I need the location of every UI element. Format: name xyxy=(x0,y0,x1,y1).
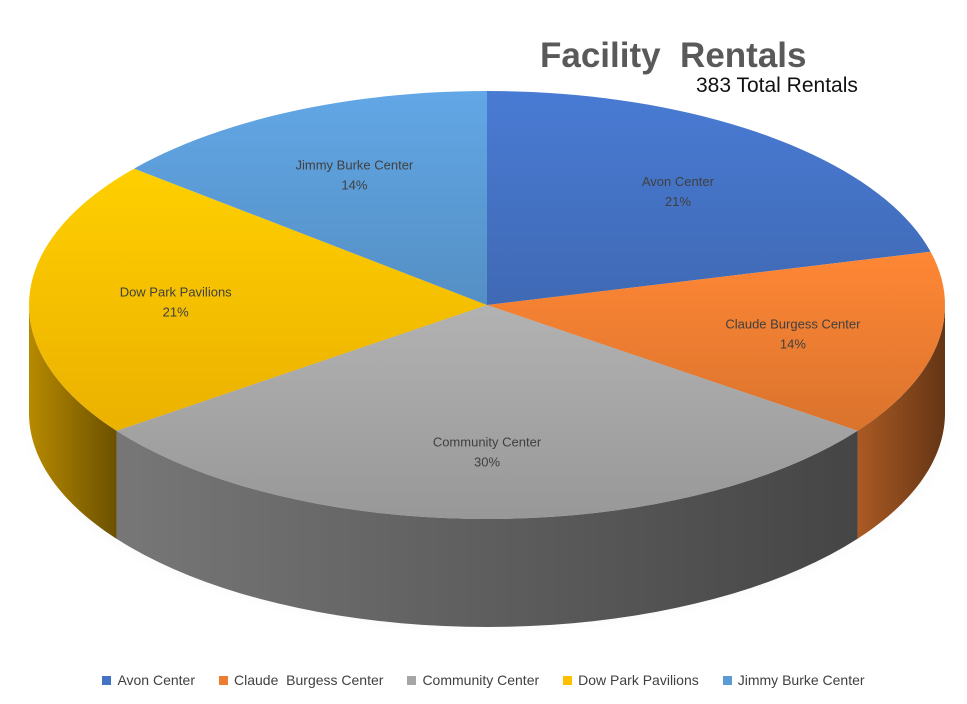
legend-label: Claude Burgess Center xyxy=(234,672,384,688)
slice-name-label: Jimmy Burke Center xyxy=(296,157,414,172)
slice-percent-label: 14% xyxy=(780,336,806,351)
legend-label: Jimmy Burke Center xyxy=(737,672,865,688)
slice-percent-label: 30% xyxy=(474,455,500,470)
slice-labels: Avon Center 21% Claude Burgess Center 14% Co… xyxy=(120,157,861,469)
slice-jimmy-burke-center xyxy=(134,91,487,305)
slice-name-label: Dow Park Pavilions xyxy=(120,284,232,299)
slice-claude-burgess-center xyxy=(487,251,945,431)
legend-label: Avon Center xyxy=(117,672,196,688)
legend-swatch xyxy=(219,675,229,685)
legend-item-community-center: Community Center xyxy=(407,672,539,688)
legend-label: Community Center xyxy=(422,672,540,688)
legend-item-dow-park-pavilions: Dow Park Pavilions xyxy=(563,672,699,688)
slice-avon-center xyxy=(487,91,931,305)
legend-item-avon-center: Avon Center xyxy=(102,672,195,688)
slice-side-dow-park-pavilions xyxy=(29,305,117,539)
legend-swatch xyxy=(563,675,573,685)
slice-community-center xyxy=(116,305,858,519)
legend-swatch xyxy=(722,675,732,685)
slice-percent-label: 21% xyxy=(665,194,691,209)
legend-swatch xyxy=(407,675,417,685)
legend-item-jimmy-burke-center: Jimmy Burke Center xyxy=(722,672,865,688)
pie-sides xyxy=(29,305,945,627)
slice-side-community-center xyxy=(116,430,858,627)
slice-name-label: Avon Center xyxy=(642,174,715,189)
pie-top xyxy=(29,91,945,519)
slice-dow-park-pavilions xyxy=(29,168,487,431)
legend-item-claude-burgess-center: Claude Burgess Center xyxy=(219,672,383,688)
chart-legend: Avon Center Claude Burgess Center Communit… xyxy=(0,672,967,688)
legend-swatch xyxy=(102,675,112,685)
slice-name-label: Claude Burgess Center xyxy=(725,316,861,331)
slice-percent-label: 21% xyxy=(163,304,189,319)
slice-side-claude-burgess-center xyxy=(857,305,945,539)
chart-title: Facility Rentals xyxy=(540,36,807,75)
legend-label: Dow Park Pavilions xyxy=(578,672,699,688)
chart-subtitle: 383 Total Rentals xyxy=(696,74,858,97)
slice-name-label: Community Center xyxy=(433,435,542,450)
slice-percent-label: 14% xyxy=(341,177,367,192)
